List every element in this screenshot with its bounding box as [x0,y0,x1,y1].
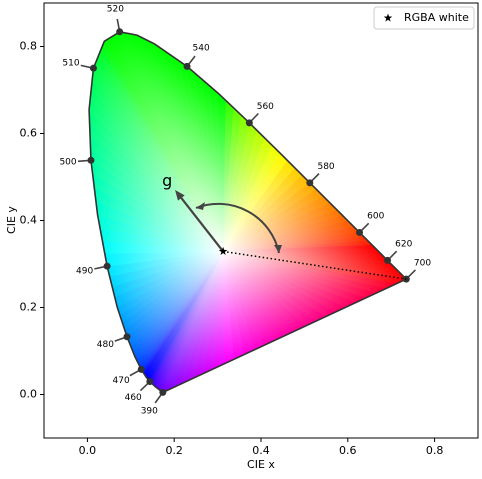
plot: 390 460 470 480 490 500 510 520 540 560 580 600 6207… [59,5,431,417]
y-tick-label: 0.4 [20,214,38,227]
y-tick-label: 0.8 [20,40,38,53]
wavelength-marker [384,256,392,264]
wavelength-label: 390 [141,406,158,416]
arc-head [274,245,282,253]
legend-box [373,6,475,30]
x-axis-label: CIE x [247,458,275,471]
wavelength-label: 600 [367,212,384,222]
vector [179,196,224,253]
vector-head [175,190,185,201]
y-axis-label: CIE y [5,206,18,234]
wavelength-marker [116,28,124,36]
wavelength-label: 700 [414,258,431,268]
wavelength-marker [87,156,95,164]
y-tick-label: 0.0 [20,388,38,401]
wavelength-label: 460 [125,393,142,403]
y-tick-label: 0.2 [20,301,38,314]
wavelength-label: 620 [395,240,412,250]
wavelength-marker [89,64,97,72]
x-tick-label: 0.2 [165,444,183,457]
white-point [218,246,228,256]
wavelength-marker [146,378,154,386]
wavelength-label: 490 [76,266,93,276]
wavelength-marker [103,262,111,270]
annotation: g [162,171,172,190]
x-tick-label: 0.4 [252,444,270,457]
x-tick-label: 0.8 [426,444,444,457]
legend-marker [383,13,393,22]
wavelength-label: 540 [193,44,210,54]
wavelength-label: 520 [107,5,124,15]
wavelength-marker [159,388,167,396]
dominant-line [222,250,407,280]
wavelength-label: 470 [113,376,130,386]
wavelength-marker [306,179,314,187]
wavelength-label: 580 [317,162,334,172]
wavelength-marker [137,365,145,373]
wavelength-label: 560 [257,102,274,112]
wavelength-label: 510 [62,59,79,69]
wavelength-marker [245,119,253,127]
wavelength-label: 500 [59,158,76,168]
wavelength-marker [356,228,364,236]
legend-label: RGBA white [404,11,469,24]
hue-arc [195,202,280,254]
wavelength-marker [183,62,191,70]
wavelength-label: 480 [97,340,114,350]
x-tick-label: 0.0 [79,444,97,457]
arc-head [196,202,205,210]
x-tick-label: 0.6 [339,444,357,457]
gamut-fill [88,31,408,393]
wavelength-marker [123,333,131,341]
y-tick-label: 0.6 [20,127,38,140]
